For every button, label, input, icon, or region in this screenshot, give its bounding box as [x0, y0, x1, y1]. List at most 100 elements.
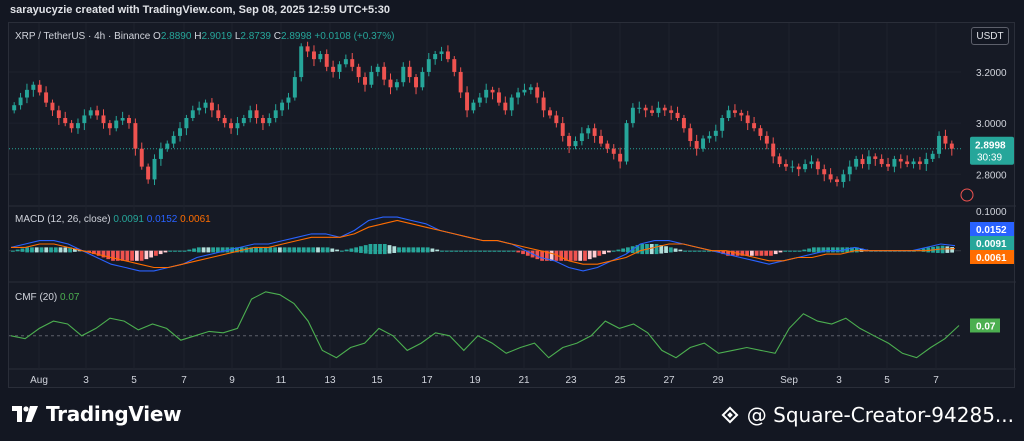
candle-body — [146, 166, 151, 180]
candle-body — [879, 158, 884, 165]
time-tick-label: 5 — [131, 375, 137, 386]
candle-body — [573, 141, 578, 147]
candle-body — [280, 102, 285, 111]
candle-body — [37, 84, 42, 93]
macd-histogram-bar — [411, 247, 416, 253]
macd-histogram-bar — [740, 250, 745, 256]
candle-body — [248, 110, 253, 118]
candle-body — [790, 166, 795, 168]
macd-histogram-bar — [544, 250, 549, 261]
candle-body — [31, 84, 36, 90]
macd-histogram-bar — [311, 247, 316, 253]
legend-part: O — [153, 31, 161, 42]
macd-histogram-bar — [220, 247, 225, 253]
candle-body — [694, 141, 699, 149]
macd-histogram-bar — [182, 250, 187, 252]
candle-body — [388, 79, 393, 88]
candle-body — [401, 66, 406, 83]
candle-body — [516, 92, 521, 98]
candle-body — [841, 174, 846, 182]
macd-histogram-bar — [492, 250, 497, 252]
macd-histogram-bar — [349, 248, 354, 252]
legend-part: 0.0152 — [147, 214, 180, 225]
macd-histogram-bar — [230, 247, 235, 253]
macd-histogram-bar — [406, 247, 411, 253]
macd-histogram-bar — [549, 250, 554, 261]
macd-badge-text: 0.0091 — [976, 239, 1007, 250]
legend-part: 2.8998 — [281, 31, 314, 42]
macd-histogram-bar — [716, 250, 721, 253]
candle-body — [758, 128, 763, 136]
candle-body — [44, 92, 49, 103]
macd-histogram-bar — [30, 247, 34, 253]
macd-histogram-bar — [106, 250, 111, 260]
chart-grid — [9, 23, 1016, 370]
macd-histogram-bar — [578, 250, 583, 261]
candle-body — [18, 97, 23, 106]
candle-body — [299, 46, 304, 78]
candle-body — [815, 161, 820, 170]
macd-histogram-bar — [392, 246, 397, 253]
candle-body — [490, 89, 495, 93]
macd-histogram-bar — [788, 250, 792, 252]
macd-histogram-bar — [611, 250, 616, 252]
legend-part: 0.0061 — [180, 214, 211, 225]
macd-histogram-bar — [640, 244, 645, 255]
currency-button[interactable]: USDT — [971, 27, 1009, 45]
time-tick-label: Sep — [780, 375, 798, 386]
candle-body — [484, 89, 489, 98]
chart-container[interactable]: 2.8000 3.0000 3.2000 2.8998 30:39 XRP / Tethe… — [8, 22, 1016, 389]
candle-body — [873, 156, 878, 159]
macd-histogram-bar — [721, 250, 726, 255]
legend-part: 0.07 — [60, 292, 80, 303]
tradingview-logo-icon — [12, 406, 38, 422]
candle-body — [56, 110, 61, 118]
bar-countdown: 30:39 — [977, 153, 1002, 164]
macd-histogram-bar — [678, 249, 683, 252]
macd-histogram-bar — [430, 248, 435, 252]
candle-body — [796, 166, 801, 170]
candle-body — [886, 164, 891, 167]
candle-body — [439, 51, 444, 55]
macd-histogram-bar — [277, 247, 282, 253]
candle-body — [273, 110, 278, 118]
candle-body — [630, 107, 635, 124]
macd-histogram-bar — [335, 249, 339, 252]
candle-body — [560, 123, 565, 136]
candle-body — [669, 110, 674, 113]
candle-body — [739, 112, 744, 116]
legend-part: +0.0108 (+0.37%) — [314, 31, 394, 42]
macd-histogram-bar — [244, 247, 249, 253]
macd-histogram-bar — [382, 244, 387, 255]
candle-body — [318, 54, 323, 60]
candle-body — [101, 115, 106, 124]
macd-histogram-bar — [268, 247, 273, 253]
macd-histogram-bar — [144, 250, 149, 260]
candle-body — [656, 107, 661, 113]
candle-body — [611, 148, 616, 154]
time-tick-label: 29 — [712, 375, 724, 386]
candle-body — [286, 97, 291, 103]
candle-body — [828, 174, 833, 180]
macd-histogram-bar — [330, 248, 335, 252]
candle-body — [496, 92, 501, 103]
candle-body — [854, 158, 859, 167]
earnings-marker-icon — [960, 188, 974, 202]
signal-line — [11, 219, 956, 269]
macd-histogram-bar — [15, 249, 20, 252]
candle-body — [375, 66, 380, 72]
time-tick-label: 11 — [276, 375, 287, 386]
candle-body — [445, 51, 450, 60]
macd-histogram-bar — [649, 244, 654, 255]
candle-body — [414, 77, 419, 88]
macd-histogram-bar — [926, 247, 931, 253]
candle-body — [509, 97, 514, 111]
macd-histogram-bar — [702, 250, 707, 252]
candle-body — [835, 179, 839, 182]
macd-histogram-bar — [235, 247, 239, 253]
candle-body — [847, 166, 852, 175]
legend-part: MACD (12, 26, close) — [15, 214, 113, 225]
macd-histogram-bar — [201, 247, 206, 253]
